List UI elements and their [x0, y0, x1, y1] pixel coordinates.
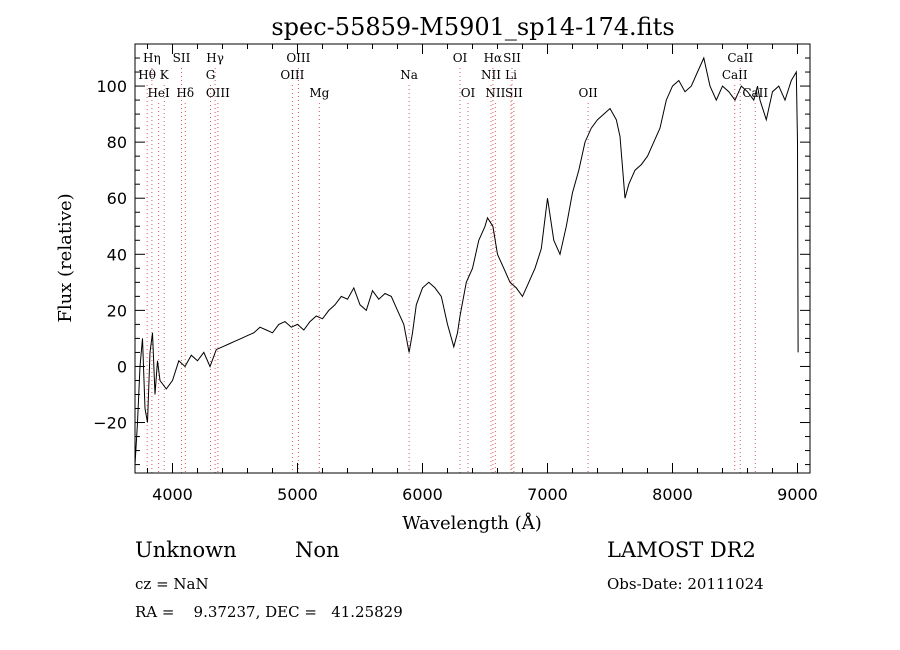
y-tick-label: 100: [96, 77, 127, 96]
x-tick-label: 7000: [527, 485, 568, 504]
chart-title: spec-55859-M5901_sp14-174.fits: [271, 13, 674, 41]
redshift-label: cz = NaN: [135, 575, 209, 593]
y-tick-label: −20: [93, 414, 127, 433]
y-axis: −20 0 20 40 60 80 100: [93, 57, 810, 466]
line-marker-label: SII: [503, 51, 521, 65]
y-tick-label: 80: [107, 133, 127, 152]
plot-frame: [134, 43, 811, 474]
y-tick-label: 40: [107, 245, 127, 264]
x-axis: 4000 5000 6000 7000 8000 9000: [147, 44, 818, 504]
line-marker-label: SII: [173, 51, 191, 65]
line-marker-label: Hγ: [206, 51, 224, 65]
line-marker-label: Hη: [143, 51, 161, 65]
line-marker-label: CaII: [727, 51, 753, 65]
line-marker-label: OII: [578, 86, 598, 100]
survey-label: LAMOST DR2: [607, 538, 756, 562]
line-marker-label: G: [206, 68, 216, 82]
line-marker-label: NII: [485, 86, 505, 100]
class-label: Unknown: [135, 538, 237, 562]
x-tick-label: 4000: [152, 485, 193, 504]
line-marker-label: OIII: [286, 51, 310, 65]
line-marker-label: HeI: [147, 86, 170, 100]
x-tick-label: 8000: [652, 485, 693, 504]
subclass-label: Non: [295, 538, 340, 562]
y-axis-label: Flux (relative): [55, 193, 76, 322]
spectrum-chart: spec-55859-M5901_sp14-174.fits Hη Hθ K HeI S…: [55, 13, 818, 534]
x-axis-label: Wavelength (Å): [402, 512, 542, 534]
x-tick-label: 6000: [402, 485, 443, 504]
line-marker-label: NII: [481, 68, 501, 82]
obs-date-label: Obs-Date: 20111024: [607, 575, 764, 593]
spectrum-line: [134, 56, 799, 465]
y-tick-label: 60: [107, 189, 127, 208]
y-tick-label: 0: [117, 357, 127, 376]
line-marker-label: OI: [461, 86, 476, 100]
line-marker-label: OIII: [206, 86, 230, 100]
line-marker-label: SII: [505, 86, 523, 100]
line-marker-label: Na: [400, 68, 418, 82]
line-marker-label: OIII: [280, 68, 304, 82]
line-marker-label: K: [160, 68, 170, 82]
line-marker-label: Hθ: [138, 68, 156, 82]
x-tick-label: 5000: [277, 485, 318, 504]
line-marker-label: Li: [505, 68, 517, 82]
y-tick-label: 20: [107, 301, 127, 320]
line-marker-label: OI: [453, 51, 468, 65]
line-marker-label: Mg: [309, 86, 329, 100]
line-marker-label: Hα: [484, 51, 503, 65]
radec-label: RA = 9.37237, DEC = 41.25829: [135, 603, 403, 621]
line-marker-label: CaII: [722, 68, 748, 82]
line-marker-label: Hδ: [176, 86, 194, 100]
x-tick-label: 9000: [777, 485, 818, 504]
